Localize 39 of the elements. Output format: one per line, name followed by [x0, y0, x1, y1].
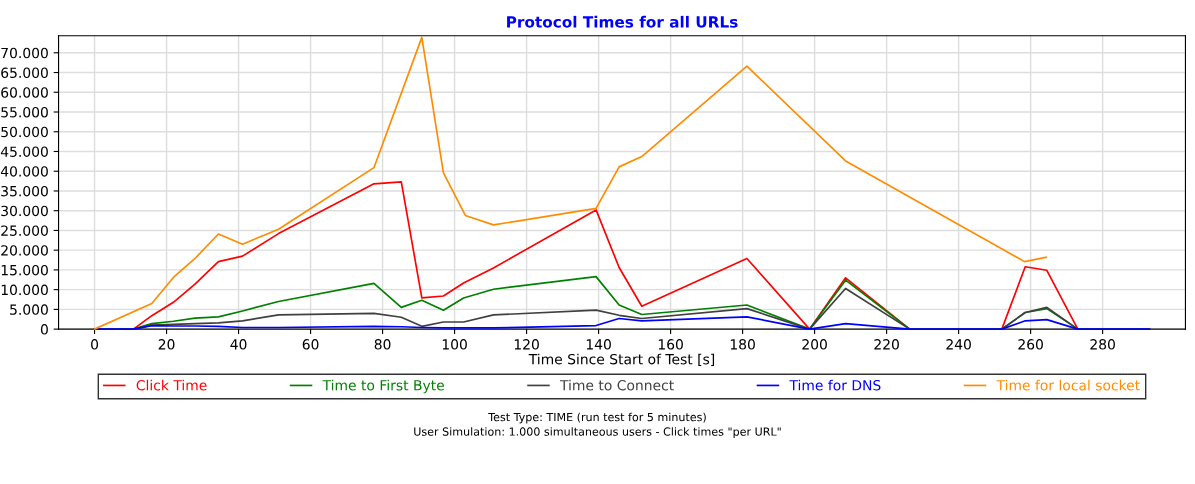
x-tick-label: 60: [302, 339, 319, 350]
x-tick-label: 160: [658, 339, 683, 350]
x-tick-label: 100: [442, 339, 467, 350]
legend-label: Time to First Byte: [322, 379, 444, 394]
y-tick-label: 50.000: [1, 126, 48, 138]
y-tick-label: 15.000: [1, 264, 48, 276]
y-tick-label: 55.000: [1, 106, 48, 118]
y-tick-label: 20.000: [1, 245, 48, 256]
y-tick-label: 25.000: [1, 225, 48, 236]
x-tick-label: 140: [586, 339, 611, 350]
y-tick-label: 60.000: [1, 87, 48, 98]
x-tick-label: 120: [514, 339, 539, 350]
x-tick-label: 240: [946, 339, 971, 350]
y-tick-label: 35.000: [1, 185, 48, 197]
x-axis-title: Time Since Start of Test [s]: [528, 353, 715, 367]
legend-label: Time to Connect: [559, 379, 674, 391]
x-tick-label: 20: [158, 339, 175, 350]
x-tick-label: 40: [230, 339, 247, 350]
y-tick-label: 40.000: [0, 166, 48, 177]
legend-label: Time for DNS: [789, 379, 881, 391]
text: Test Type: TIME (run test for 5 minutes): [488, 412, 706, 424]
y-tick-label: 70.000: [1, 47, 48, 59]
x-tick-label: 260: [1018, 339, 1043, 350]
x-tick-label: 180: [730, 339, 755, 350]
x-tick-label: 80: [374, 339, 391, 350]
x-tick-label: 0: [91, 339, 99, 350]
y-tick-label: 0: [40, 324, 48, 335]
y-tick-label: 5.000: [10, 304, 48, 315]
x-tick-label: 280: [1090, 339, 1115, 350]
x-tick-label: 200: [802, 339, 827, 350]
y-tick-label: 30.000: [1, 205, 48, 217]
y-tick-label: 65.000: [1, 67, 48, 78]
legend-label: Time for local socket: [996, 379, 1140, 391]
chart-title: Protocol Times for all URLs: [507, 15, 738, 28]
y-tick-label: 10.000: [1, 284, 48, 296]
legend-label: Click Time: [136, 379, 207, 391]
y-tick-label: 45.000: [0, 146, 48, 157]
text: User Simulation: 1.000 simultaneous users - Click times "per URL": [414, 427, 781, 438]
x-tick-label: 220: [874, 339, 899, 350]
